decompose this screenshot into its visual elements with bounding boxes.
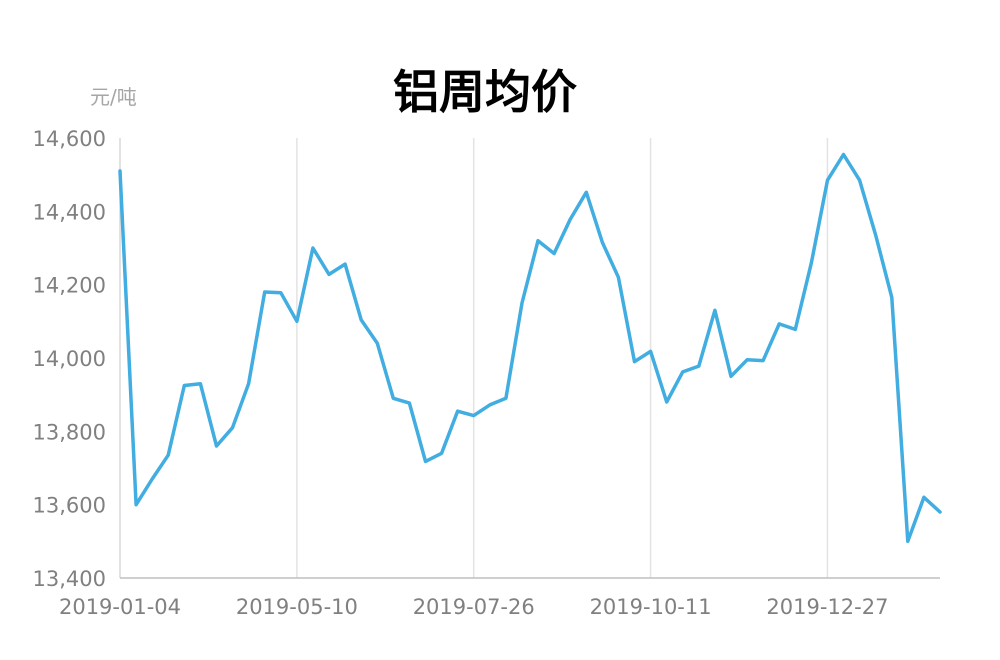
x-tick-labels: 2019-01-04 2019-05-10 2019-07-26 2019-10-11… [59, 595, 888, 619]
y-tick-label: 14,000 [33, 347, 106, 371]
series-layer [118, 152, 942, 544]
chart-title: 铝周均价 [393, 65, 577, 119]
axes [119, 138, 940, 579]
x-tick-label: 2019-05-10 [236, 595, 358, 619]
y-tick-label: 13,800 [33, 420, 106, 444]
vertical-gridlines [296, 138, 829, 578]
x-tick-label: 2019-01-04 [59, 595, 181, 619]
y-tick-label: 13,400 [33, 567, 106, 591]
y-tick-label: 13,600 [33, 494, 106, 518]
y-tick-label: 14,600 [33, 127, 106, 151]
x-tick-label: 2019-12-27 [766, 595, 888, 619]
x-tick-label: 2019-10-11 [590, 595, 712, 619]
x-tick-label: 2019-07-26 [413, 595, 535, 619]
series-line [118, 152, 942, 544]
y-tick-label: 14,200 [33, 274, 106, 298]
y-tick-label: 14,400 [33, 200, 106, 224]
y-tick-labels: 13,400 13,600 13,800 14,000 14,200 14,400 14,6… [33, 127, 106, 591]
y-axis-unit-label: 元/吨 [90, 85, 137, 109]
